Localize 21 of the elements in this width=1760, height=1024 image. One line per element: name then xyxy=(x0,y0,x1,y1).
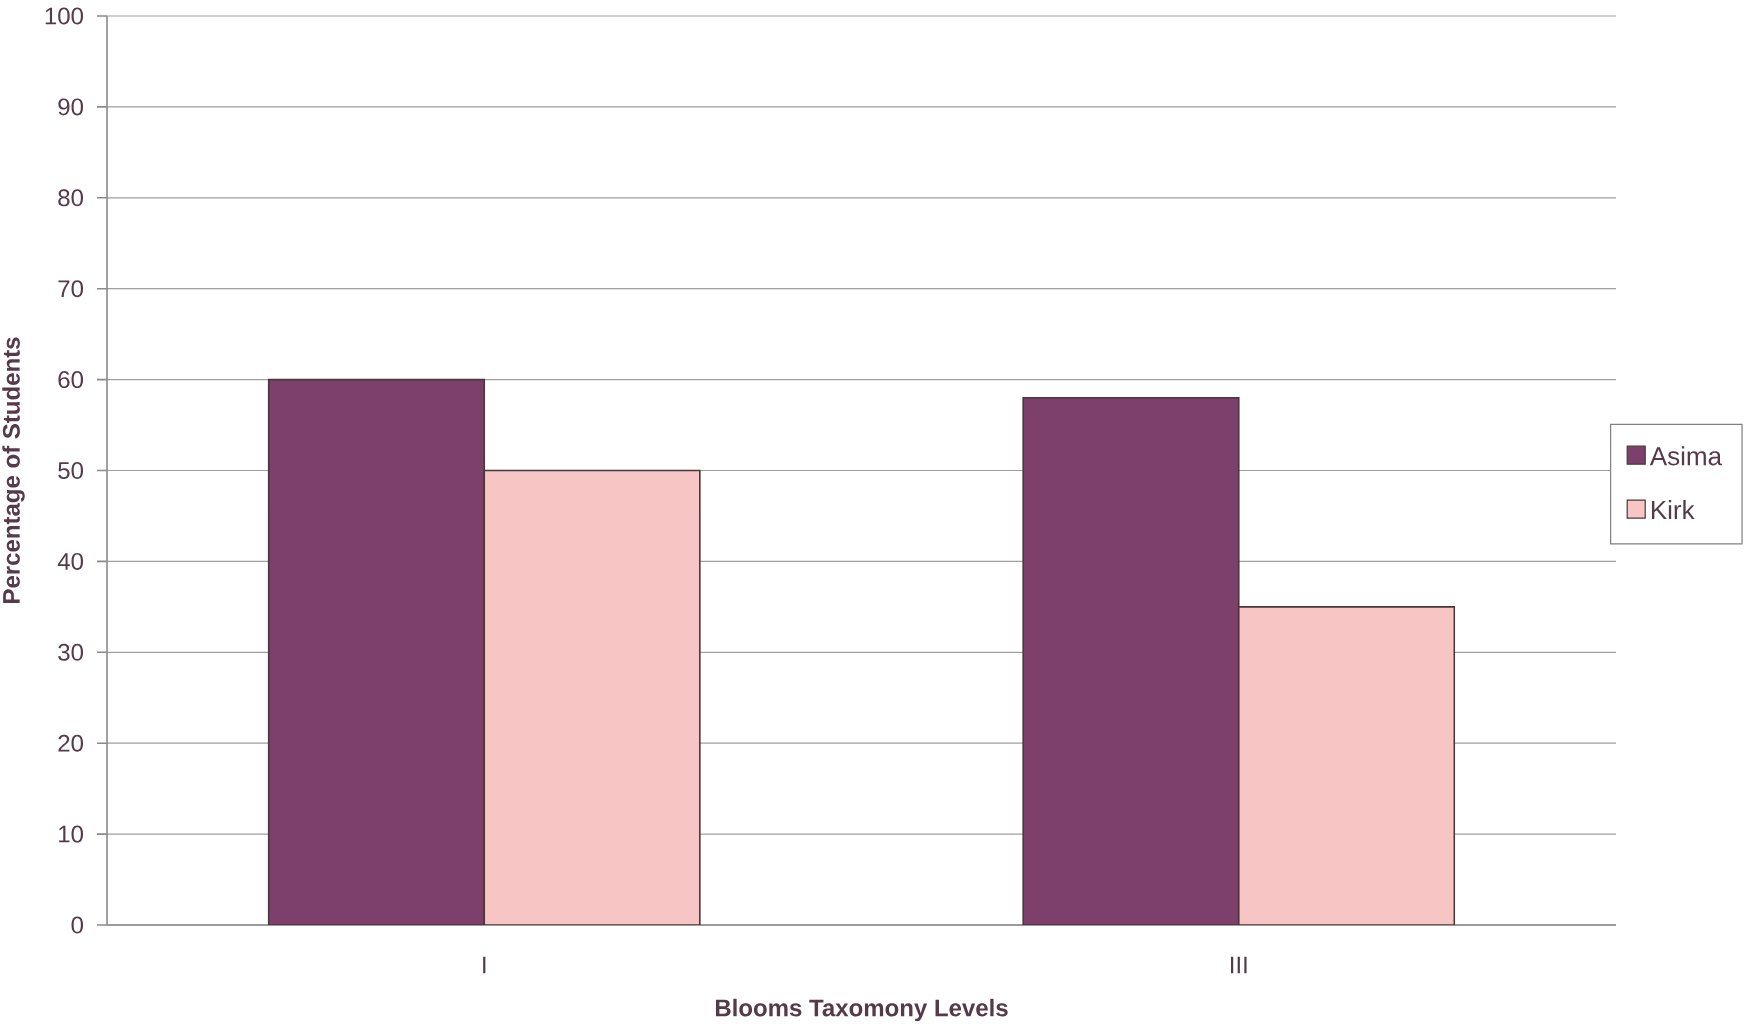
y-tick-label: 20 xyxy=(58,734,84,752)
legend-label: Asima xyxy=(1649,446,1723,466)
y-tick-label: 60 xyxy=(58,371,84,389)
bar xyxy=(267,378,486,926)
bar xyxy=(1237,606,1456,926)
y-tick-label: 40 xyxy=(57,552,84,570)
y-tick-label: 50 xyxy=(58,462,84,479)
y-tick-label: 0 xyxy=(71,916,84,934)
legend-label: Kirk xyxy=(1651,500,1695,519)
y-tick-label: 80 xyxy=(58,189,84,207)
x-tick-label: I xyxy=(483,956,486,974)
x-axis-title: Blooms Taxomony Levels xyxy=(715,998,1008,1022)
y-tick-label: 90 xyxy=(58,98,84,116)
x-tick-label: III xyxy=(1230,956,1247,974)
y-tick-label: 30 xyxy=(58,643,84,661)
y-axis-title: Percentage of Students xyxy=(2,337,25,603)
bar xyxy=(1022,396,1240,926)
y-tick-label: 10 xyxy=(59,825,84,843)
bar xyxy=(483,469,701,926)
y-tick-label: 100 xyxy=(45,7,84,25)
y-tick-label: 70 xyxy=(58,280,84,298)
